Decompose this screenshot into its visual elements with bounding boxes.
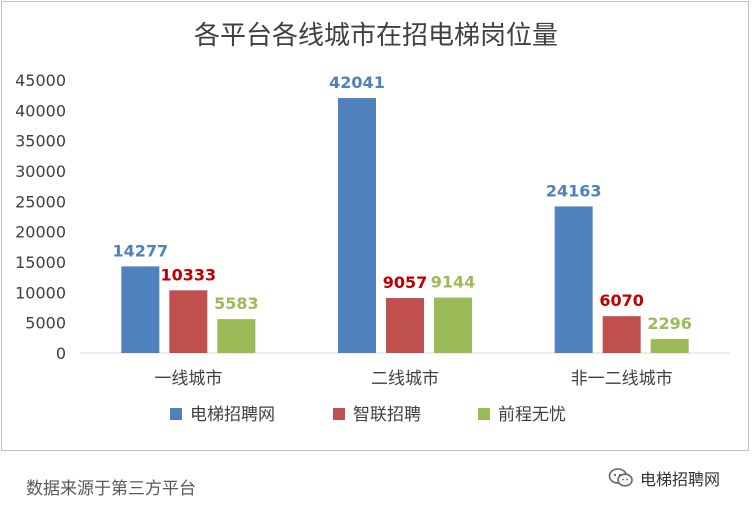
y-tick-label: 25000 — [15, 192, 66, 211]
data-label: 14277 — [112, 241, 168, 260]
y-tick-label: 10000 — [15, 283, 66, 302]
x-tick-label: 非一二线城市 — [571, 369, 673, 389]
y-tick-label: 0 — [56, 344, 66, 363]
y-tick-label: 15000 — [15, 253, 66, 272]
y-axis: 0 5000 10000 15000 20000 25000 30000 35000 40000… — [15, 71, 66, 363]
y-tick-label: 30000 — [15, 162, 66, 181]
source-note: 数据来源于第三方平台 — [26, 479, 196, 499]
x-tick-label: 二线城市 — [371, 369, 439, 389]
legend-swatch — [333, 408, 345, 420]
bar — [650, 339, 689, 353]
bar — [602, 316, 641, 353]
legend-label: 智联招聘 — [353, 405, 421, 425]
data-label: 9144 — [431, 273, 476, 292]
bar-chart: 各平台各线城市在招电梯岗位量 0 5000 10000 15000 20000 25000… — [15, 21, 730, 425]
data-label: 42041 — [329, 73, 385, 92]
y-tick-label: 20000 — [15, 223, 66, 242]
y-tick-label: 35000 — [15, 132, 66, 151]
bar — [554, 206, 593, 353]
data-label: 5583 — [214, 294, 259, 313]
x-tick-label: 一线城市 — [154, 369, 222, 389]
bar — [169, 290, 208, 353]
bar — [338, 97, 376, 353]
data-label: 2296 — [647, 314, 692, 333]
y-tick-label: 5000 — [25, 314, 66, 333]
wechat-icon — [608, 468, 633, 487]
y-tick-label: 40000 — [15, 101, 66, 120]
chart-title: 各平台各线城市在招电梯岗位量 — [194, 21, 558, 51]
x-axis: 一线城市 二线城市 非一二线城市 — [154, 369, 672, 389]
legend: 电梯招聘网 智联招聘 前程无忧 — [170, 405, 566, 425]
legend-swatch — [170, 408, 182, 420]
bar — [121, 266, 160, 353]
bar — [217, 319, 256, 353]
legend-label: 前程无忧 — [498, 405, 566, 425]
y-tick-label: 45000 — [15, 71, 66, 90]
data-label: 6070 — [599, 291, 644, 310]
watermark-text: 电梯招聘网 — [640, 470, 721, 489]
data-label: 9057 — [383, 273, 428, 292]
data-label: 24163 — [546, 181, 602, 200]
legend-label: 电梯招聘网 — [190, 405, 275, 425]
legend-swatch — [478, 408, 490, 420]
data-label: 10333 — [160, 265, 216, 284]
watermark: 电梯招聘网 — [608, 466, 720, 490]
bar — [434, 297, 472, 353]
bar — [386, 298, 424, 353]
